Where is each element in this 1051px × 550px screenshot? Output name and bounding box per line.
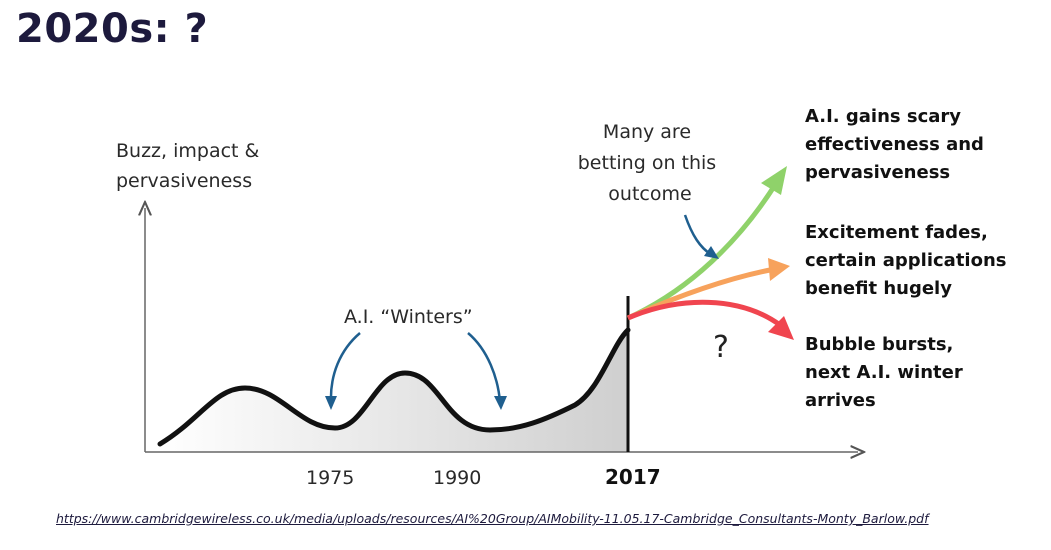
bursts-arrow-head [768,316,794,340]
outcome-gains-label: A.I. gains scary effectiveness and perva… [805,106,990,183]
winter-1990-pointer-arrow [467,332,502,403]
bursts-arrow [627,299,782,328]
outcome-bursts-label: Bubble bursts, next A.I. winter arrives [805,334,969,411]
slide-title: 2020s: ? [16,6,209,52]
uncertainty-question-mark: ? [713,330,729,365]
year-1990-label: 1990 [433,467,481,489]
fades-arrow-head [768,258,790,281]
winter-1975-pointer-arrow [329,332,361,403]
ai-winters-label: A.I. “Winters” [344,306,473,328]
outcome-fades-label: Excitement fades, certain applications b… [805,222,1013,299]
betting-pointer-arrow [683,214,713,257]
betting-pointer-head [704,246,719,259]
gains-arrow-head [761,166,787,195]
year-2017-label: 2017 [605,465,661,489]
winter-1990-pointer-head [494,396,507,410]
betting-label: Many are betting on this outcome [578,121,723,205]
curve-shaded-area [160,330,628,452]
winter-1975-pointer-head [325,396,337,410]
y-axis-label: Buzz, impact & pervasiveness [116,140,265,192]
year-1975-label: 1975 [306,467,354,489]
source-link[interactable]: https://www.cambridgewireless.co.uk/medi… [56,511,929,526]
hype-curve [157,327,631,447]
